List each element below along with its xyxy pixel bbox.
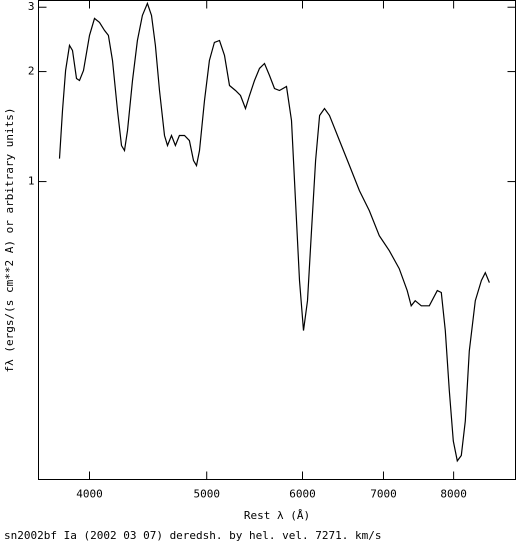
x-tick-label: 4000 — [76, 488, 103, 501]
x-tick-label: 8000 — [440, 488, 467, 501]
caption: sn2002bf Ia (2002 03 07) deredsh. by hel… — [4, 529, 382, 542]
x-tick-label: 5000 — [193, 488, 220, 501]
y-tick-label: 3 — [28, 0, 35, 13]
spectrum-line — [58, 1, 490, 463]
y-tick-label: 1 — [28, 175, 35, 188]
x-tick-label: 7000 — [370, 488, 397, 501]
x-tick-label: 6000 — [289, 488, 316, 501]
y-tick-label: 2 — [28, 65, 35, 78]
y-axis-label: fλ (ergs/(s cm**2 A) or arbitrary units) — [3, 108, 16, 373]
x-axis-label: Rest λ (Å) — [244, 509, 310, 522]
plot-frame — [38, 0, 516, 480]
